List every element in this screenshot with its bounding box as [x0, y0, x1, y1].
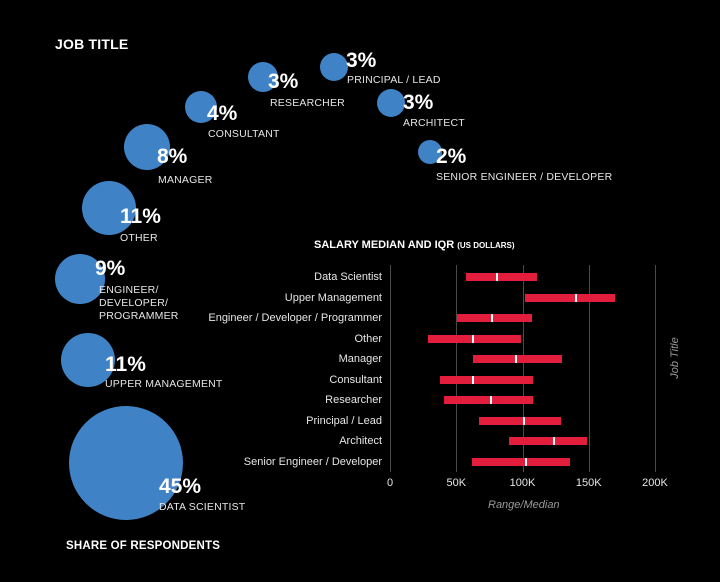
- bubble-label: RESEARCHER: [270, 97, 345, 109]
- iqr-bar: [509, 437, 588, 445]
- bubble-percent: 45%: [159, 475, 202, 498]
- category-label: Manager: [338, 353, 382, 365]
- iqr-bar: [465, 273, 538, 281]
- median-marker: [491, 314, 494, 322]
- category-label: Engineer / Developer / Programmer: [208, 312, 382, 324]
- category-label: Data Scientist: [314, 271, 382, 283]
- bubble: [377, 89, 405, 117]
- bubble-percent: 8%: [157, 145, 188, 168]
- bubble-percent: 4%: [207, 102, 238, 125]
- median-marker: [525, 457, 528, 466]
- median-marker: [489, 396, 492, 404]
- median-marker: [495, 273, 498, 281]
- median-marker: [514, 355, 517, 363]
- category-label: Architect: [339, 435, 382, 447]
- category-label: Senior Engineer / Developer: [243, 455, 382, 468]
- bubble: [320, 53, 348, 81]
- bubble: [248, 62, 278, 92]
- salary-title-suffix: (US DOLLARS): [457, 241, 515, 250]
- iqr-bar: [472, 355, 563, 363]
- gridline: [522, 265, 524, 472]
- salary-title-text: SALARY MEDIAN AND IQR: [314, 239, 455, 251]
- x-tick-label: 150K: [575, 477, 602, 489]
- category-label: Principal / Lead: [306, 414, 382, 427]
- bubble-percent: 9%: [95, 257, 126, 280]
- category-label: Other: [354, 332, 382, 345]
- bubble: [185, 91, 217, 123]
- salary-chart-title: SALARY MEDIAN AND IQR (US DOLLARS): [314, 239, 515, 251]
- bubble-label: DATA SCIENTIST: [159, 501, 246, 513]
- gridline: [655, 265, 656, 472]
- iqr-bar: [444, 396, 534, 404]
- median-marker: [553, 437, 556, 445]
- iqr-bar: [472, 457, 571, 466]
- bubble-label: SENIOR ENGINEER / DEVELOPER: [436, 171, 613, 183]
- x-axis-label: Range/Median: [488, 499, 560, 511]
- category-label: Researcher: [325, 394, 382, 406]
- share-heading: SHARE OF RESPONDENTS: [66, 540, 221, 552]
- x-tick-label: 100K: [509, 477, 536, 489]
- category-label: Consultant: [329, 373, 382, 386]
- median-marker: [574, 293, 577, 302]
- iqr-bar: [456, 314, 533, 322]
- bubble: [418, 140, 442, 164]
- bubble-label: MANAGER: [158, 174, 213, 186]
- bubble-label: PRINCIPAL / LEAD: [347, 74, 441, 86]
- bubble-percent: 11%: [105, 353, 146, 376]
- bubble-percent: 3%: [346, 49, 377, 72]
- job-title-heading: JOB TITLE: [55, 36, 129, 52]
- bubble: [55, 254, 105, 304]
- bubble: [124, 124, 170, 170]
- bubble-label: CONSULTANT: [208, 128, 280, 140]
- x-tick-label: 50K: [446, 477, 467, 489]
- bubble-percent: 3%: [268, 70, 299, 93]
- bubble: [69, 406, 183, 520]
- iqr-bar: [525, 293, 616, 302]
- gridline: [390, 265, 391, 472]
- iqr-bar: [478, 416, 561, 425]
- x-tick-label: 200K: [642, 477, 668, 489]
- bubble-percent: 11%: [120, 205, 161, 228]
- median-marker: [472, 334, 475, 343]
- bubble: [61, 333, 115, 387]
- y-axis-label: Job Title: [669, 337, 681, 379]
- bubble-label: UPPER MANAGEMENT: [105, 378, 223, 390]
- median-marker: [522, 416, 525, 425]
- category-label: Upper Management: [284, 291, 382, 304]
- bubble-percent: 3%: [403, 91, 434, 114]
- bubble-label: ARCHITECT: [403, 117, 465, 129]
- iqr-bar: [440, 375, 534, 384]
- bubble-label: ENGINEER/ DEVELOPER/ PROGRAMMER: [99, 284, 179, 322]
- gridline: [588, 265, 590, 472]
- bubble-label: OTHER: [120, 232, 158, 244]
- bubble-percent: 2%: [436, 145, 467, 168]
- x-tick-label: 0: [386, 477, 394, 489]
- bubble: [82, 181, 136, 235]
- gridline: [456, 265, 458, 472]
- median-marker: [471, 375, 474, 384]
